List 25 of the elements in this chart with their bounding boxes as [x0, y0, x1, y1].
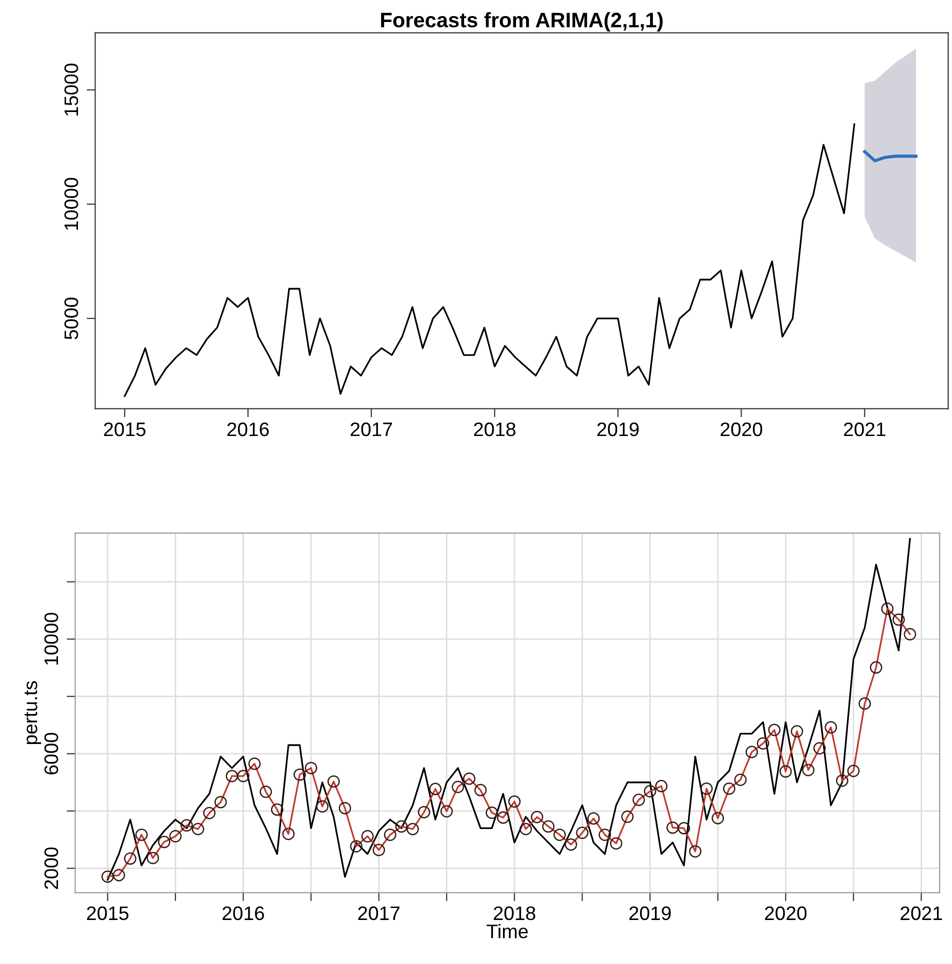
- y-tick-label: 5000: [64, 298, 78, 340]
- x-tick-label: 2015: [104, 422, 146, 436]
- x-tick-label: 2019: [597, 422, 639, 436]
- x-tick-label: 2017: [358, 906, 400, 920]
- x-tick-label: 2018: [474, 422, 516, 436]
- x-axis-title: Time: [486, 924, 528, 938]
- y-axis-title: pertu.ts: [24, 681, 42, 744]
- chart-title: Forecasts from ARIMA(2,1,1): [381, 12, 663, 32]
- y-tick-label: 10000: [64, 178, 78, 230]
- x-tick-label: 2019: [629, 906, 671, 920]
- y-tick-label: 10000: [44, 612, 58, 665]
- x-tick-label: 2017: [350, 422, 392, 436]
- y-tick-label: 6000: [44, 732, 58, 774]
- line-series: [124, 123, 856, 397]
- x-tick-label: 2020: [765, 906, 807, 920]
- x-tick-label: 2021: [844, 422, 886, 436]
- x-tick-label: 2021: [900, 906, 942, 920]
- x-tick-label: 2018: [494, 906, 536, 920]
- x-tick-label: 2016: [222, 906, 264, 920]
- x-tick-label: 2015: [86, 906, 128, 920]
- x-tick-label: 2020: [720, 422, 762, 436]
- line-series: [863, 150, 918, 162]
- y-tick-label: 2000: [44, 847, 58, 889]
- y-tick-label: 15000: [64, 64, 78, 116]
- x-tick-label: 2016: [227, 422, 269, 436]
